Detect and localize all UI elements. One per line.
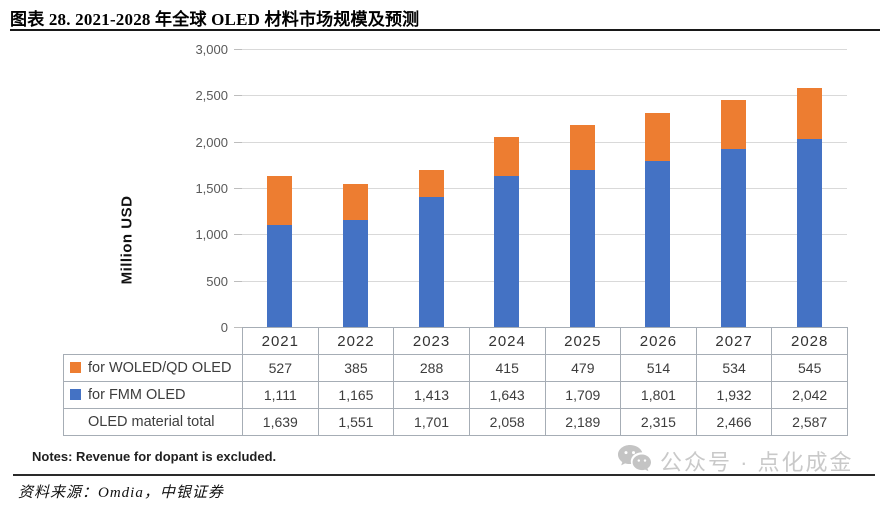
bar-segment-fmm-oled	[796, 138, 822, 328]
table-row: for WOLED/QD OLED 527 385 288 415 479 514 534 54…	[63, 354, 848, 382]
table-cell: 2,042	[771, 381, 848, 409]
table-cell: 1,639	[242, 408, 319, 436]
gridline	[242, 188, 847, 189]
year-header-cell: 2023	[393, 327, 470, 355]
table-cell: 415	[468, 354, 546, 382]
gridline	[242, 49, 847, 50]
table-cell: 288	[393, 354, 470, 382]
year-header-cell: 2021	[242, 327, 319, 355]
y-axis-tick-label: 2,000	[195, 134, 228, 150]
bar-column-2024	[494, 137, 520, 328]
legend-swatch	[70, 389, 81, 400]
table-cell: 1,111	[242, 381, 319, 409]
y-axis-tick-label: 500	[206, 273, 228, 289]
table-cell: 2,466	[695, 408, 773, 436]
table-cell: 545	[771, 354, 848, 382]
chart-data-table: 2021 2022 2023 2024 2025 2026 2027 2028 for WOLE…	[63, 327, 848, 436]
table-cell: 385	[317, 354, 395, 382]
y-axis-tick	[234, 95, 242, 97]
series-label-cell: for WOLED/QD OLED	[63, 354, 243, 382]
bar-column-2022	[342, 184, 368, 328]
table-cell: 1,701	[393, 408, 470, 436]
table-row-total: OLED material total 1,639 1,551 1,701 2,058 2…	[63, 408, 848, 436]
bar-column-2028	[796, 88, 822, 328]
gridline	[242, 234, 847, 236]
bar-segment-woled-qd-oled	[267, 176, 293, 226]
y-axis-tick	[234, 49, 242, 50]
wechat-icon	[617, 444, 651, 478]
bar-segment-woled-qd-oled	[418, 170, 444, 198]
table-cell: 2,189	[544, 408, 622, 436]
bar-segment-fmm-oled	[267, 225, 293, 328]
gridline	[242, 141, 847, 143]
bar-segment-woled-qd-oled	[494, 137, 520, 176]
y-axis-tick	[234, 141, 242, 143]
bar-segment-woled-qd-oled	[342, 184, 368, 221]
table-cell: 2,058	[468, 408, 546, 436]
bar-segment-fmm-oled	[569, 169, 595, 328]
table-cell: 1,643	[468, 381, 546, 409]
y-axis-tick-label: 1,000	[195, 227, 228, 243]
y-axis-tick-label: 2,500	[195, 88, 228, 104]
year-header-cell: 2022	[317, 327, 395, 355]
bar-column-2025	[569, 125, 595, 328]
table-cell: 514	[620, 354, 697, 382]
title-rule	[10, 29, 880, 31]
bar-segment-fmm-oled	[494, 175, 520, 328]
watermark-text: 公众号 · 点化成金	[660, 450, 854, 475]
bar-segment-fmm-oled	[645, 161, 671, 328]
figure-title: 图表 28. 2021-2028 年全球 OLED 材料市场规模及预测	[10, 10, 420, 29]
total-label-cell: OLED material total	[63, 408, 243, 436]
y-axis-tick-label: 1,500	[195, 181, 228, 196]
table-cell: 527	[242, 354, 319, 382]
table-row: for FMM OLED 1,111 1,165 1,413 1,643 1,709 1,8…	[63, 381, 848, 409]
bar-segment-fmm-oled	[342, 220, 368, 328]
bar-column-2026	[645, 113, 671, 328]
bar-segment-woled-qd-oled	[796, 88, 822, 139]
year-header-cell: 2024	[468, 327, 546, 355]
series-label-cell: for FMM OLED	[63, 381, 243, 409]
year-header-cell: 2028	[771, 327, 848, 355]
bar-segment-woled-qd-oled	[721, 99, 747, 149]
table-cell: 2,587	[771, 408, 848, 436]
table-cell: 1,551	[317, 408, 395, 436]
y-axis-tick	[234, 234, 242, 236]
table-cell: 479	[544, 354, 622, 382]
bar-segment-woled-qd-oled	[645, 113, 671, 162]
y-axis-tick-label: 0	[220, 320, 228, 335]
table-cell: 1,932	[695, 381, 773, 409]
legend-swatch	[70, 362, 81, 373]
gridline	[242, 95, 847, 97]
y-axis-tick	[234, 188, 242, 189]
bar-segment-fmm-oled	[721, 148, 747, 328]
table-cell: 1,413	[393, 381, 470, 409]
table-cell: 1,165	[317, 381, 395, 409]
plot-area	[234, 49, 847, 328]
table-cell: 1,709	[544, 381, 622, 409]
source: 资料来源：Omdia，中银证券	[18, 485, 224, 501]
y-axis: 0 500 1,000 1,500 2,000 2,500 3,000	[0, 42, 228, 335]
notes: Notes: Revenue for dopant is excluded.	[32, 449, 277, 464]
table-corner-cell	[64, 328, 243, 355]
y-axis-tick	[234, 327, 242, 328]
bar-segment-woled-qd-oled	[569, 125, 595, 170]
watermark: 公众号 · 点化成金	[617, 444, 854, 478]
year-header-cell: 2025	[544, 327, 622, 355]
year-header-cell: 2027	[695, 327, 773, 355]
table-cell: 2,315	[620, 408, 697, 436]
bar-column-2021	[267, 176, 293, 328]
y-axis-tick	[234, 280, 242, 282]
bar-column-2027	[721, 99, 747, 328]
bar-segment-fmm-oled	[418, 197, 444, 328]
table-cell: 1,801	[620, 381, 697, 409]
table-row-years: 2021 2022 2023 2024 2025 2026 2027 2028	[64, 327, 848, 355]
y-axis-tick-label: 3,000	[195, 42, 228, 57]
bar-column-2023	[418, 170, 444, 328]
year-header-cell: 2026	[620, 327, 697, 355]
gridline	[242, 280, 847, 282]
table-cell: 534	[695, 354, 773, 382]
bottom-rule	[13, 474, 875, 476]
